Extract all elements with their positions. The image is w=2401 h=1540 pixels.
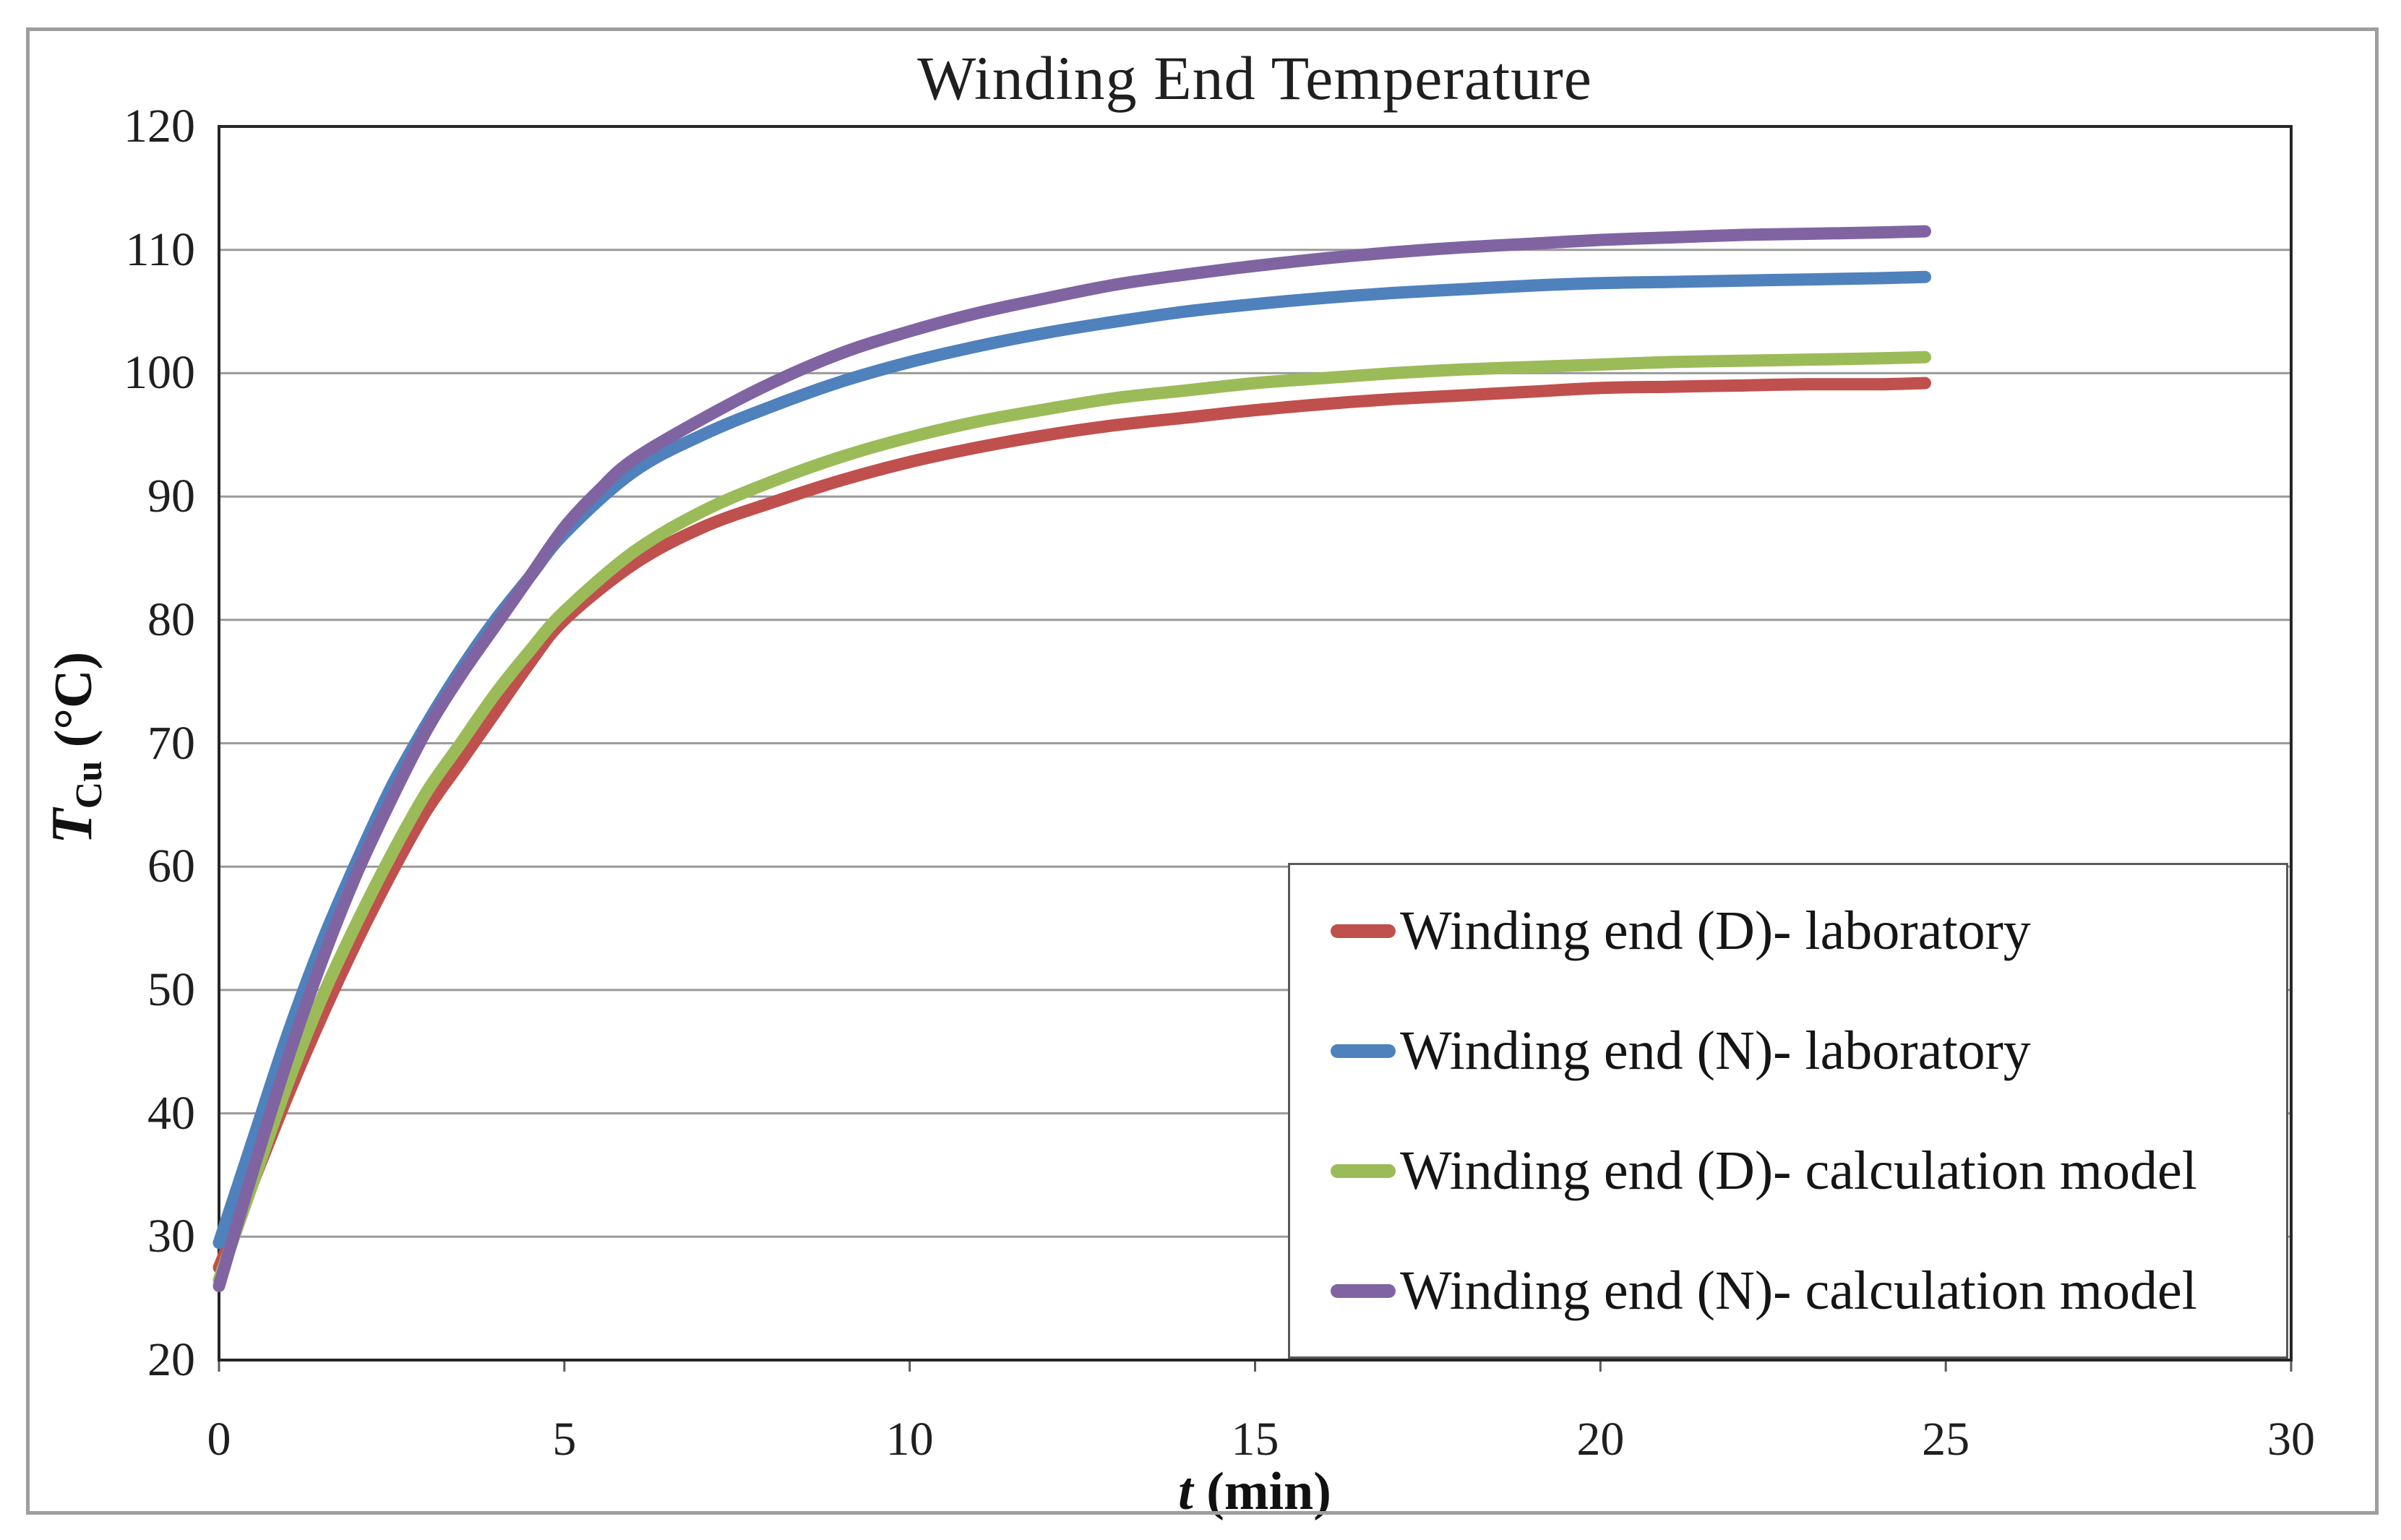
x-tick-label-30: 30 — [2267, 1413, 2315, 1466]
y-tick-label-80: 80 — [147, 593, 195, 646]
legend-item-3: Winding end (N)- calculation model — [1290, 1260, 2286, 1322]
y-tick-label-30: 30 — [147, 1210, 195, 1263]
x-tick-label-5: 5 — [552, 1413, 577, 1466]
legend-swatch-purple — [1331, 1283, 1396, 1298]
legend-item-2: Winding end (D)- calculation model — [1290, 1140, 2286, 1203]
y-tick-label-100: 100 — [124, 346, 195, 400]
y-tick-label-40: 40 — [147, 1086, 195, 1140]
plot-frame — [218, 125, 2293, 1362]
x-tick-label-0: 0 — [207, 1413, 231, 1466]
y-tick-label-120: 120 — [124, 100, 195, 152]
legend-swatch-green — [1331, 1163, 1396, 1178]
legend-item-1: Winding end (N)- laboratory — [1290, 1020, 2286, 1083]
legend-label: Winding end (N)- calculation model — [1400, 1260, 2197, 1321]
y-axis-title: TCu (°C) — [40, 495, 119, 1001]
y-axis-subscript: Cu — [69, 760, 110, 809]
x-tick-label-15: 15 — [1231, 1413, 1279, 1466]
x-axis-unit: (min) — [1193, 1462, 1331, 1521]
legend-swatch-blue — [1331, 1044, 1396, 1058]
y-tick-label-20: 20 — [147, 1333, 195, 1386]
x-axis-title: t (min) — [1038, 1461, 1472, 1523]
legend-label: Winding end (N)- laboratory — [1400, 1020, 2031, 1081]
y-axis-unit: (°C) — [44, 651, 103, 761]
series-line-purple — [212, 225, 1931, 1293]
legend-swatch-red — [1331, 924, 1396, 938]
y-axis-symbol: T — [40, 809, 104, 845]
x-axis-symbol: t — [1178, 1462, 1193, 1521]
legend-label: Winding end (D)- laboratory — [1400, 900, 2031, 961]
y-tick-label-60: 60 — [147, 840, 195, 893]
legend-label: Winding end (D)- calculation model — [1400, 1140, 2197, 1201]
series-line-red — [212, 377, 1931, 1274]
x-tick-label-20: 20 — [1576, 1413, 1625, 1466]
series-line-green — [212, 350, 1931, 1286]
chart-legend: Winding end (D)- laboratory Winding end (… — [1288, 863, 2288, 1359]
y-tick-label-110: 110 — [125, 223, 195, 276]
x-tick-label-10: 10 — [885, 1413, 934, 1466]
y-tick-label-70: 70 — [147, 716, 195, 770]
chart-title: Winding End Temperature — [917, 43, 1592, 113]
legend-item-0: Winding end (D)- laboratory — [1290, 900, 2286, 963]
y-tick-label-50: 50 — [147, 963, 195, 1016]
x-tick-label-25: 25 — [1922, 1413, 1970, 1466]
y-tick-label-90: 90 — [147, 470, 195, 523]
